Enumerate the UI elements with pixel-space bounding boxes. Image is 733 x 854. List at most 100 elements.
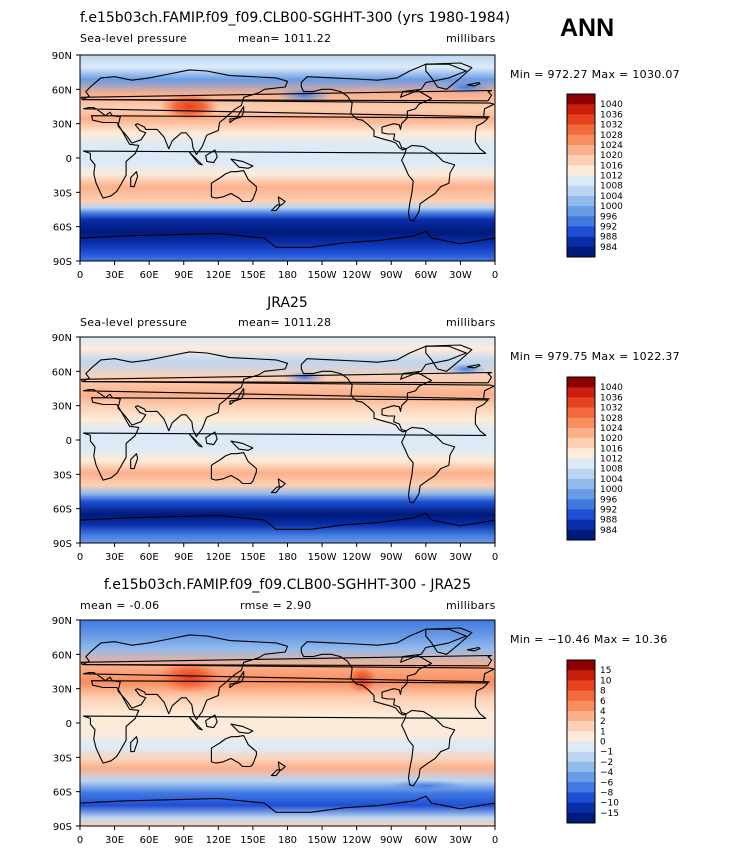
panel-1-colorbar-swatch bbox=[567, 155, 595, 166]
panel-3-coastline bbox=[300, 628, 467, 716]
panel-3-colorbar-label: −2 bbox=[600, 758, 613, 768]
panel-3-colorbar-label: 8 bbox=[600, 687, 606, 697]
panel-2-x-tick-label: 60W bbox=[415, 552, 438, 563]
panel-2-y-tick-label: 30S bbox=[53, 470, 72, 481]
panel-3-colorbar-label: 6 bbox=[600, 697, 606, 707]
panel-3-colorbar-label: −6 bbox=[600, 778, 614, 788]
panel-2-anomaly-blob bbox=[282, 371, 327, 384]
panel-1-x-tick-label: 60W bbox=[415, 270, 438, 281]
panel-2-coastline bbox=[230, 440, 254, 451]
panel-2-mean: mean= 1011.28 bbox=[238, 316, 332, 329]
panel-2-anomaly-blob bbox=[446, 363, 487, 376]
panel-1-coastline bbox=[270, 204, 282, 212]
panel-3-colorbar-swatch bbox=[567, 690, 595, 702]
panel-3-colorbar-swatch bbox=[567, 772, 595, 783]
panel-1-coastline bbox=[188, 151, 203, 166]
panel-3-y-tick-label: 30S bbox=[53, 753, 72, 764]
panel-3-x-tick-label: 0 bbox=[492, 835, 498, 846]
panel-3-map-field bbox=[80, 620, 495, 826]
panel-2-colorbar-swatch bbox=[567, 529, 595, 541]
panel-1-colorbar-label: 996 bbox=[600, 212, 617, 222]
panel-2-y-tick-label: 90S bbox=[53, 539, 72, 550]
panel-2-colorbar-label: 1016 bbox=[600, 444, 623, 454]
panel-3-x-tick-label: 30E bbox=[105, 835, 124, 846]
panel-1-coastline bbox=[277, 196, 286, 206]
panel-1-coastline bbox=[210, 170, 257, 203]
panel-1-title: f.e15b03ch.FAMIP.f09_f09.CLB00-SGHHT-300… bbox=[80, 10, 511, 26]
panel-2-y-tick-label: 30N bbox=[52, 402, 72, 413]
panel-2-colorbar-label: 1000 bbox=[600, 485, 623, 495]
panel-3-y-tick-label: 60S bbox=[53, 788, 72, 799]
panel-2-colorbar-label: 984 bbox=[600, 526, 617, 536]
panel-3-x-tick-label: 30W bbox=[449, 835, 472, 846]
panel-1-colorbar-swatch bbox=[567, 165, 595, 176]
panel-1-x-tick-label: 30E bbox=[105, 270, 124, 281]
panel-3-colorbar-swatch bbox=[567, 782, 595, 793]
panel-3-coastline bbox=[270, 769, 282, 777]
panel-2-x-tick-label: 30E bbox=[105, 552, 124, 563]
panel-3-coastline bbox=[425, 627, 473, 655]
panel-2-y-tick-label: 0 bbox=[66, 436, 72, 447]
panel-2-x-tick-label: 120E bbox=[206, 552, 231, 563]
panel-2-colorbar-label: 1024 bbox=[600, 424, 623, 434]
panel-1-colorbar-label: 992 bbox=[600, 222, 617, 232]
panel-1-coastline bbox=[401, 144, 456, 222]
panel-3-x-tick-label: 120W bbox=[342, 835, 371, 846]
panel-2-colorbar-label: 1020 bbox=[600, 434, 623, 444]
panel-2-colorbar-swatch bbox=[567, 377, 595, 388]
panel-2-coastline bbox=[270, 486, 282, 494]
panel-3-x-tick-label: 90W bbox=[380, 835, 403, 846]
panel-3-colorbar-label: −1 bbox=[600, 748, 613, 758]
panel-1-colorbar-swatch bbox=[567, 246, 595, 258]
panel-1-mean: mean= 1011.22 bbox=[238, 32, 332, 45]
panel-3-colorbar-swatch bbox=[567, 710, 595, 722]
panel-1-x-tick-label: 90W bbox=[380, 270, 403, 281]
panel-1-minmax: Min = 972.27 Max = 1030.07 bbox=[510, 68, 680, 81]
panel-3-x-tick-label: 60W bbox=[415, 835, 438, 846]
panel-1-x-tick-label: 30W bbox=[449, 270, 472, 281]
panel-1-colorbar-label: 988 bbox=[600, 233, 617, 243]
panel-3-units: millibars bbox=[446, 599, 496, 612]
panel-1-min: Min = 972.27 bbox=[510, 68, 588, 81]
panel-3-y-tick-label: 60N bbox=[52, 650, 72, 661]
panel-2-units: millibars bbox=[446, 316, 496, 329]
panel-3-colorbar-swatch bbox=[567, 812, 595, 824]
panel-2-x-tick-label: 30W bbox=[449, 552, 472, 563]
panel-2-x-tick-label: 0 bbox=[77, 552, 83, 563]
panel-3-x-tick-label: 90E bbox=[174, 835, 193, 846]
panel-3-y-tick-label: 90N bbox=[52, 616, 72, 627]
panel-1-coastline bbox=[425, 62, 473, 90]
panel-3-coastline bbox=[230, 723, 254, 734]
panel-3-x-tick-label: 150W bbox=[308, 835, 337, 846]
panel-1-colorbar-label: 1004 bbox=[600, 192, 623, 202]
panel-1-colorbar-label: 1024 bbox=[600, 141, 623, 151]
panel-3-x-tick-label: 180 bbox=[278, 835, 297, 846]
panel-3-colorbar-swatch bbox=[567, 751, 595, 763]
panel-2-coastline bbox=[210, 452, 257, 485]
panel-3-y-tick-label: 30N bbox=[52, 685, 72, 696]
panel-1-colorbar-label: 1036 bbox=[600, 110, 623, 120]
panel-1-colorbar-label: 1028 bbox=[600, 131, 623, 141]
panel-2-colorbar-swatch bbox=[567, 438, 595, 449]
panel-1-colorbar-label: 984 bbox=[600, 243, 617, 253]
panel-3-colorbar-label: −10 bbox=[600, 799, 619, 809]
panel-1-x-tick-label: 150E bbox=[240, 270, 265, 281]
panel-1-colorbar-label: 1032 bbox=[600, 121, 623, 131]
panel-2-colorbar-label: 1036 bbox=[600, 393, 623, 403]
panel-2-colorbar-label: 992 bbox=[600, 505, 617, 515]
panel-2-min: Min = 979.75 bbox=[510, 350, 588, 363]
panel-3-colorbar-swatch bbox=[567, 802, 595, 814]
panel-2-x-tick-label: 90W bbox=[380, 552, 403, 563]
panel-2-colorbar-label: 1008 bbox=[600, 465, 623, 475]
panel-2-x-tick-label: 60E bbox=[140, 552, 159, 563]
panel-2-colorbar-label: 1032 bbox=[600, 404, 623, 414]
panel-1-colorbar-swatch bbox=[567, 175, 595, 186]
panel-3-x-tick-label: 0 bbox=[77, 835, 83, 846]
panel-2-coastline bbox=[277, 478, 286, 488]
panel-1-x-tick-label: 120E bbox=[206, 270, 231, 281]
panel-2-colorbar-swatch bbox=[567, 499, 595, 510]
panel-2-map-field bbox=[80, 337, 495, 543]
panel-1-colorbar-swatch bbox=[567, 206, 595, 217]
panel-1-colorbar-swatch bbox=[567, 94, 595, 105]
